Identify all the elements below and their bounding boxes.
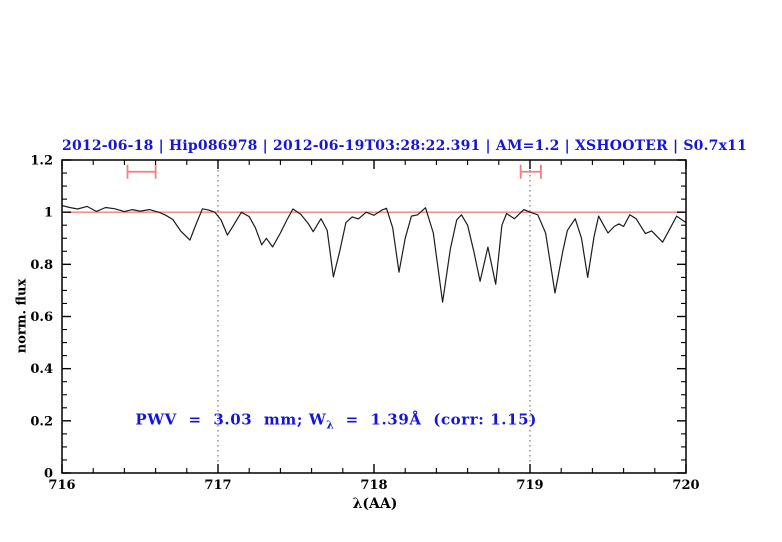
x-axis-label: λ(AA) [352,496,398,512]
spectrum-line [61,205,687,303]
pwv-annotation: PWV = 3.03 mm; Wλ = 1.39Å (corr: 1.15) [135,410,537,431]
y-tick-label: 0.4 [30,362,53,377]
y-tick-label: 1 [44,206,53,221]
x-tick-label: 719 [516,478,543,493]
y-axis-label: norm. flux [14,278,30,354]
y-tick-label: 0.2 [30,414,53,429]
pwv-annotation-pre: PWV = 3.03 mm; W [135,410,327,429]
y-tick-label: 0 [44,467,53,482]
x-tick-label: 716 [48,478,75,493]
x-tick-label: 720 [672,478,699,493]
pwv-annotation-sub: λ [326,418,334,432]
y-tick-label: 0.6 [30,310,53,325]
x-tick-label: 718 [360,478,387,493]
plot-title: 2012-06-18 | Hip086978 | 2012-06-19T03:2… [62,138,748,154]
x-tick-label: 717 [204,478,231,493]
y-tick-label: 1.2 [30,154,53,169]
pwv-annotation-post: = 1.39Å (corr: 1.15) [333,410,537,429]
y-tick-label: 0.8 [30,258,53,273]
